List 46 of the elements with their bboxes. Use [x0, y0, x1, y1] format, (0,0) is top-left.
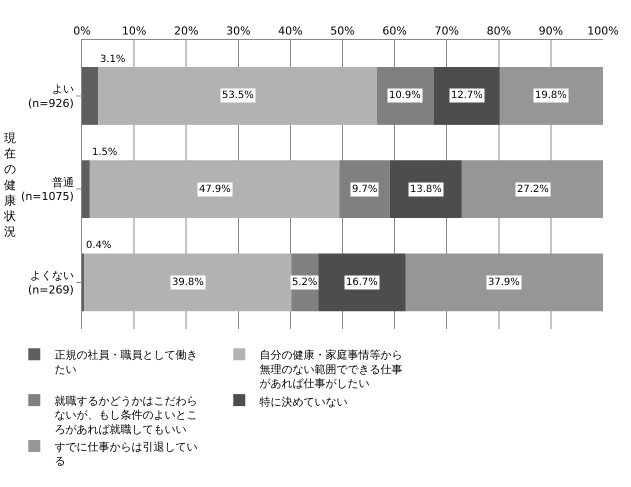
x-tick-label: 70% [434, 24, 459, 38]
data-label: 10.9% [389, 90, 421, 101]
data-label: 3.1% [100, 54, 126, 65]
data-label: 5.2% [292, 277, 318, 288]
y-tick-label: よくない (n=269) [28, 269, 74, 296]
data-label: 39.8% [172, 277, 204, 288]
bar [82, 160, 90, 218]
data-label: 12.7% [451, 90, 483, 101]
x-tick-label: 30% [226, 24, 251, 38]
data-label: 27.2% [517, 184, 549, 195]
bar [318, 253, 406, 312]
legend-label: 自分の健康・家庭事情等から無理のない範囲でできる仕事があれば仕事がしたい [259, 348, 402, 390]
legend-label: 就職するかどうかはこだわらないが、もし条件のよいところがあれば就職してもいい [54, 394, 198, 436]
legend-label: すでに仕事からは引退している [54, 440, 198, 468]
bar [406, 253, 603, 312]
data-label: 1.5% [92, 147, 118, 158]
data-label: 53.5% [222, 90, 254, 101]
bar [500, 67, 603, 125]
legend-label: 特に決めていない [259, 395, 348, 408]
x-tick-label: 80% [486, 24, 512, 38]
x-tick-label: 40% [278, 24, 303, 38]
y-tick-label: 普通 (n=1075) [21, 176, 74, 204]
data-label: 0.4% [86, 240, 112, 251]
x-tick-label: 0% [73, 24, 91, 38]
data-label: 37.9% [488, 277, 520, 288]
data-label: 19.8% [535, 90, 567, 101]
data-label: 13.8% [410, 184, 442, 195]
y-axis-title: 現在の健康状況 [3, 131, 16, 239]
bar [98, 67, 377, 125]
x-tick-label: 90% [538, 24, 564, 38]
data-label: 9.7% [352, 184, 378, 195]
x-tick-label: 100% [587, 24, 619, 38]
data-label: 16.7% [346, 277, 378, 288]
bar [434, 67, 500, 125]
legend-label: 正規の社員・職員として働きたい [54, 348, 198, 376]
x-tick-label: 60% [382, 24, 407, 38]
x-tick-label: 20% [174, 24, 198, 38]
bar [390, 160, 462, 218]
x-tick-label: 50% [330, 24, 355, 38]
y-tick-label: よい (n=926) [28, 82, 74, 110]
data-label: 47.9% [199, 184, 231, 195]
bar [84, 253, 292, 312]
bar [90, 160, 340, 218]
x-tick-label: 10% [122, 24, 146, 38]
bar [82, 67, 98, 125]
bar [462, 160, 603, 218]
